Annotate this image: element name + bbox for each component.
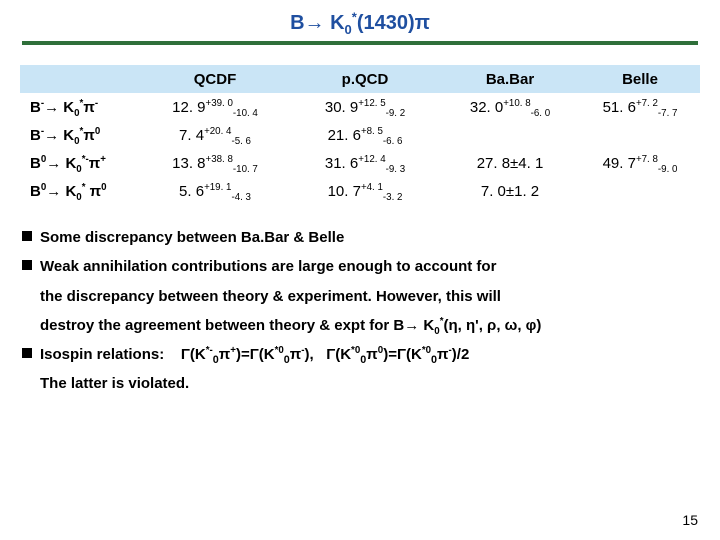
table-header-row: QCDFp.QCDBa.BarBelle xyxy=(20,65,700,93)
row-label: B-→ K0*π- xyxy=(20,93,140,121)
page-number: 15 xyxy=(682,512,698,528)
table-cell: 12. 9+39. 0-10. 4 xyxy=(140,93,290,121)
col-header: Ba.Bar xyxy=(440,65,580,93)
page-title: B→ K0*(1430)π xyxy=(0,0,720,41)
table-cell: 31. 6+12. 4-9. 3 xyxy=(290,149,440,177)
col-header: p.QCD xyxy=(290,65,440,93)
col-header: QCDF xyxy=(140,65,290,93)
table-row: B-→ K0*π07. 4+20. 4-5. 621. 6+8. 5-6. 6 xyxy=(20,121,700,149)
data-table: QCDFp.QCDBa.BarBelle B-→ K0*π-12. 9+39. … xyxy=(20,65,700,205)
bullet-icon xyxy=(22,260,32,270)
note-2-text-a: Weak annihilation contributions are larg… xyxy=(40,252,496,281)
table-cell: 10. 7+4. 1-3. 2 xyxy=(290,177,440,205)
table-cell: 13. 8+38. 8-10. 7 xyxy=(140,149,290,177)
note-3-text-a: Isospin relations: Γ(K*-0π+)=Γ(K*00π-), … xyxy=(40,340,469,369)
note-2-text-c: destroy the agreement between theory & e… xyxy=(40,311,698,340)
note-1: Some discrepancy between Ba.Bar & Belle xyxy=(22,223,698,252)
note-2-text-b: the discrepancy between theory & experim… xyxy=(40,282,698,311)
col-header xyxy=(20,65,140,93)
row-label: B-→ K0*π0 xyxy=(20,121,140,149)
col-header: Belle xyxy=(580,65,700,93)
row-label: B0→ K0*-π+ xyxy=(20,149,140,177)
table-row: B-→ K0*π-12. 9+39. 0-10. 430. 9+12. 5-9.… xyxy=(20,93,700,121)
notes-block: Some discrepancy between Ba.Bar & Belle … xyxy=(22,223,698,399)
table-cell xyxy=(580,121,700,149)
table-cell: 7. 0±1. 2 xyxy=(440,177,580,205)
note-2: Weak annihilation contributions are larg… xyxy=(22,252,698,281)
table-cell: 27. 8±4. 1 xyxy=(440,149,580,177)
table-cell: 5. 6+19. 1-4. 3 xyxy=(140,177,290,205)
table-row: B0→ K0*-π+13. 8+38. 8-10. 731. 6+12. 4-9… xyxy=(20,149,700,177)
table-cell: 30. 9+12. 5-9. 2 xyxy=(290,93,440,121)
bullet-icon xyxy=(22,231,32,241)
table-cell: 51. 6+7. 2-7. 7 xyxy=(580,93,700,121)
table-cell xyxy=(580,177,700,205)
note-1-text: Some discrepancy between Ba.Bar & Belle xyxy=(40,223,344,252)
table-cell: 7. 4+20. 4-5. 6 xyxy=(140,121,290,149)
note-3-text-b: The latter is violated. xyxy=(40,369,698,398)
note-3: Isospin relations: Γ(K*-0π+)=Γ(K*00π-), … xyxy=(22,340,698,369)
table-cell xyxy=(440,121,580,149)
bullet-icon xyxy=(22,348,32,358)
table-cell: 21. 6+8. 5-6. 6 xyxy=(290,121,440,149)
table-cell: 49. 7+7. 8-9. 0 xyxy=(580,149,700,177)
title-rule xyxy=(22,41,698,45)
table-body: B-→ K0*π-12. 9+39. 0-10. 430. 9+12. 5-9.… xyxy=(20,93,700,205)
table-cell: 32. 0+10. 8-6. 0 xyxy=(440,93,580,121)
table-row: B0→ K0* π05. 6+19. 1-4. 310. 7+4. 1-3. 2… xyxy=(20,177,700,205)
row-label: B0→ K0* π0 xyxy=(20,177,140,205)
